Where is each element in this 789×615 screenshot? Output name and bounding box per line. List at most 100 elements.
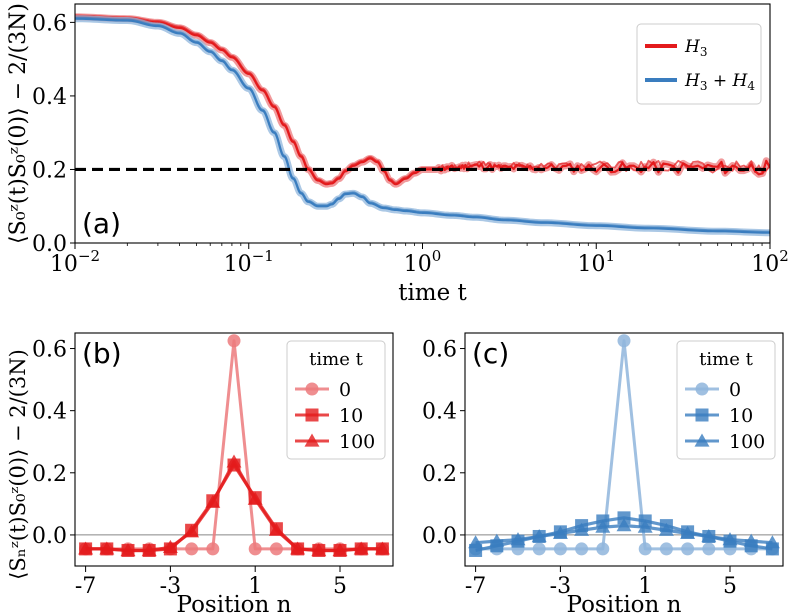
ytick-label-c-2: 0.4 (422, 400, 457, 425)
marker-b-0-5 (185, 542, 199, 556)
xlabel-a: time t (398, 280, 467, 306)
xtick-exp-a-4: 2 (779, 247, 789, 265)
xtick-label-c-3: 5 (723, 574, 737, 599)
marker-c-0-10 (681, 542, 695, 556)
marker-b-0-9 (269, 542, 283, 556)
marker-b-2-13 (353, 541, 369, 555)
xtick-label-a-0: 10−2 (50, 247, 100, 277)
xtick-exp-a-0: −2 (78, 247, 100, 265)
legend-title-b: time t (309, 349, 363, 370)
marker-c-0-7 (617, 334, 631, 348)
marker-c-1-7 (617, 511, 631, 525)
marker-c-2-7 (616, 518, 632, 532)
marker-b-2-3 (141, 542, 157, 557)
ytick-label-c-1: 0.2 (422, 462, 457, 487)
legend-sub2-a-1: 4 (747, 79, 755, 93)
ytick-label-a-0: 0.0 (32, 232, 67, 257)
legend-rest-a-1: + H (707, 71, 748, 91)
marker-c-2-11 (701, 529, 717, 543)
legend-entry-a-1: H3 + H4 (684, 71, 755, 93)
marker-c-2-4 (552, 525, 568, 539)
xtick-label-c-2: 1 (638, 574, 652, 599)
marker-b-2-4 (162, 539, 178, 553)
ylabel-b: ⟨Sₙᶻ(t)S₀ᶻ(0)⟩ − 2/(3N) (6, 349, 30, 580)
xtick-exp-a-1: −1 (252, 247, 274, 265)
series-line-b-2 (85, 460, 383, 553)
ylabel-a: ⟨S₀ᶻ(t)S₀ᶻ(0)⟩ − 2/(3N) (6, 3, 31, 244)
marker-b-2-0 (78, 541, 94, 555)
xtick-label-c-1: -3 (550, 574, 571, 599)
xtick-base-a-0: 10 (50, 252, 78, 277)
legend-base-a-0: H (684, 37, 701, 57)
marker-c-0-3 (532, 542, 546, 556)
marker-c-2-12 (722, 532, 738, 546)
plot-area-b (75, 334, 393, 557)
marker-c-2-1 (489, 533, 505, 547)
legend-entry-b-1: 10 (339, 405, 363, 427)
panel-label-b: (b) (82, 337, 122, 370)
marker-c-0-5 (575, 542, 589, 556)
marker-b-2-11 (311, 542, 327, 557)
xtick-label-b-0: -7 (75, 574, 96, 599)
xtick-base-a-2: 10 (404, 252, 432, 277)
xlabel-b: Position n (177, 592, 292, 615)
xtick-label-a-4: 102 (751, 247, 789, 277)
legend-entry-c-1: 10 (729, 405, 753, 427)
legend-title-c: time t (699, 349, 753, 370)
plot-area-c (465, 334, 783, 557)
marker-b-2-10 (290, 541, 306, 555)
legend-base-a-1: H (684, 71, 701, 91)
marker-c-2-10 (680, 525, 696, 539)
xtick-exp-a-3: 1 (605, 247, 615, 265)
legend-marker-c-2 (694, 433, 710, 447)
ytick-label-b-1: 0.2 (32, 462, 67, 487)
marker-c-2-14 (764, 535, 780, 549)
marker-c-2-13 (743, 533, 759, 547)
marker-c-2-8 (637, 519, 653, 533)
legend-entry-c-0: 0 (729, 379, 741, 401)
legend-entry-b-0: 0 (339, 379, 351, 401)
legend-sub-a-1: 3 (700, 79, 708, 93)
marker-c-2-2 (510, 532, 526, 546)
xtick-exp-a-2: 0 (432, 247, 442, 265)
marker-b-2-1 (99, 541, 115, 555)
marker-c-2-9 (658, 522, 674, 536)
xtick-label-a-2: 100 (404, 247, 442, 277)
legend-entry-c-2: 100 (729, 431, 765, 453)
xtick-label-b-2: 1 (248, 574, 262, 599)
marker-b-2-8 (247, 491, 263, 505)
legend-c (676, 340, 776, 460)
legend-entry-b-2: 100 (339, 431, 375, 453)
marker-b-2-14 (374, 541, 390, 555)
xtick-base-a-1: 10 (224, 252, 252, 277)
marker-b-2-5 (184, 524, 200, 538)
panel-label-a: (a) (82, 207, 121, 240)
xtick-base-a-3: 10 (577, 252, 605, 277)
legend-entry-a-0: H3 (684, 37, 707, 59)
marker-c-0-11 (702, 542, 716, 556)
marker-b-2-9 (268, 522, 284, 536)
axes-c-frame (464, 332, 784, 567)
marker-b-2-7 (226, 454, 242, 468)
xlabel-c: Position n (567, 592, 682, 615)
legend-marker-c-1 (695, 408, 709, 422)
marker-c-2-3 (531, 529, 547, 543)
marker-b-0-6 (206, 542, 220, 556)
marker-c-0-8 (638, 542, 652, 556)
marker-b-2-2 (120, 542, 136, 557)
marker-b-0-7 (227, 334, 241, 348)
legend-b (286, 340, 386, 460)
xtick-label-a-1: 10−1 (224, 247, 274, 277)
ytick-label-a-1: 0.2 (32, 158, 67, 183)
ytick-label-c-0: 0.0 (422, 524, 457, 549)
legend-marker-b-0 (305, 382, 319, 396)
marker-c-2-0 (468, 535, 484, 549)
ytick-label-c-3: 0.6 (422, 338, 457, 363)
marker-b-0-8 (248, 542, 262, 556)
xtick-label-a-3: 101 (577, 247, 615, 277)
legend-marker-b-2 (304, 433, 320, 447)
marker-c-2-6 (595, 519, 611, 533)
series-line-a-1 (75, 17, 770, 234)
xtick-label-b-1: -3 (160, 574, 181, 599)
